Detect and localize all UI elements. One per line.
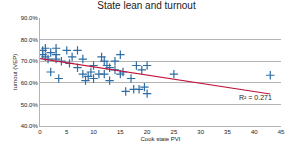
svg-text:State lean and turnout: State lean and turnout	[97, 0, 196, 11]
svg-text:Cook state PVI: Cook state PVI	[140, 136, 180, 142]
svg-text:70.0%: 70.0%	[21, 58, 39, 64]
svg-text:35: 35	[224, 129, 231, 135]
svg-text:40.0%: 40.0%	[21, 123, 39, 129]
svg-text:R² = 0.271: R² = 0.271	[239, 94, 272, 101]
svg-text:0: 0	[38, 129, 42, 135]
svg-text:80.0%: 80.0%	[21, 37, 39, 43]
svg-text:20: 20	[144, 129, 151, 135]
svg-text:25: 25	[171, 129, 178, 135]
svg-text:40: 40	[251, 129, 258, 135]
svg-text:30: 30	[197, 129, 204, 135]
svg-text:10: 10	[90, 129, 97, 135]
svg-text:5: 5	[65, 129, 69, 135]
svg-text:50.0%: 50.0%	[21, 102, 39, 108]
svg-text:15: 15	[117, 129, 124, 135]
svg-text:60.0%: 60.0%	[21, 80, 39, 86]
svg-text:turnout (VEP): turnout (VEP)	[12, 54, 18, 90]
svg-text:90.0%: 90.0%	[21, 15, 39, 21]
svg-text:45: 45	[278, 129, 285, 135]
